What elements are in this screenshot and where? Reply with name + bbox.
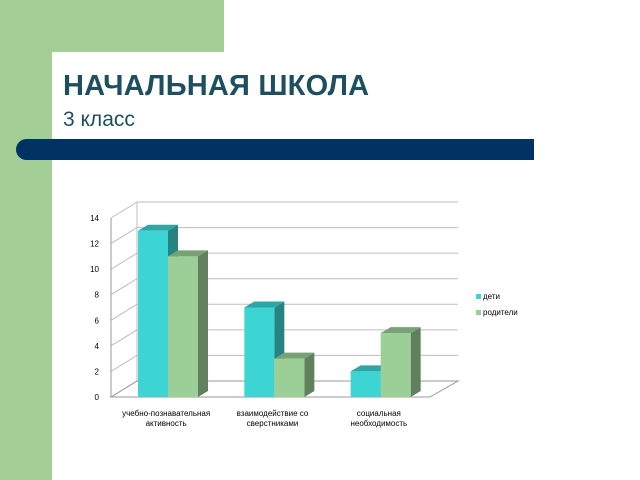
background-green-top xyxy=(0,0,224,52)
grid-diagonal xyxy=(110,303,138,321)
decorative-bar xyxy=(16,139,534,160)
bar-parents-1 xyxy=(274,352,315,397)
category-label-1: сверстниками xyxy=(247,419,299,428)
grid-diagonal xyxy=(110,329,138,347)
bar-parents-2 xyxy=(380,327,421,397)
y-tick-label: 4 xyxy=(95,342,100,351)
category-label-0: учебно-познавательная xyxy=(122,409,210,418)
legend-label-1: родители xyxy=(483,308,518,317)
background-green-left xyxy=(0,0,52,480)
slide-title: НАЧАЛЬНАЯ ШКОЛА xyxy=(63,70,370,102)
bar-parents-0 xyxy=(168,250,208,397)
grid-diagonal xyxy=(110,201,138,219)
y-tick-label: 6 xyxy=(95,316,100,325)
y-tick-label: 8 xyxy=(95,291,100,300)
slide-subtitle: 3 класс xyxy=(63,108,135,131)
grid-diagonal xyxy=(110,227,138,244)
y-tick-label: 0 xyxy=(95,393,100,402)
legend-label-0: дети xyxy=(483,292,500,301)
category-label-2: социальная xyxy=(357,409,401,418)
grid-diagonal xyxy=(110,252,138,270)
legend-swatch-0 xyxy=(476,294,481,299)
y-tick-label: 12 xyxy=(90,240,99,249)
chart-floor xyxy=(109,380,460,398)
grid-diagonal xyxy=(110,278,138,296)
y-tick-label: 14 xyxy=(90,214,99,223)
y-tick-label: 10 xyxy=(90,265,99,274)
category-label-1: взаимодействие со xyxy=(237,409,309,418)
grid-diagonal xyxy=(110,355,138,372)
category-label-2: необходимость xyxy=(350,419,407,428)
y-tick-label: 2 xyxy=(95,367,100,376)
category-label-0: активность xyxy=(146,419,187,428)
legend-swatch-1 xyxy=(476,310,481,315)
